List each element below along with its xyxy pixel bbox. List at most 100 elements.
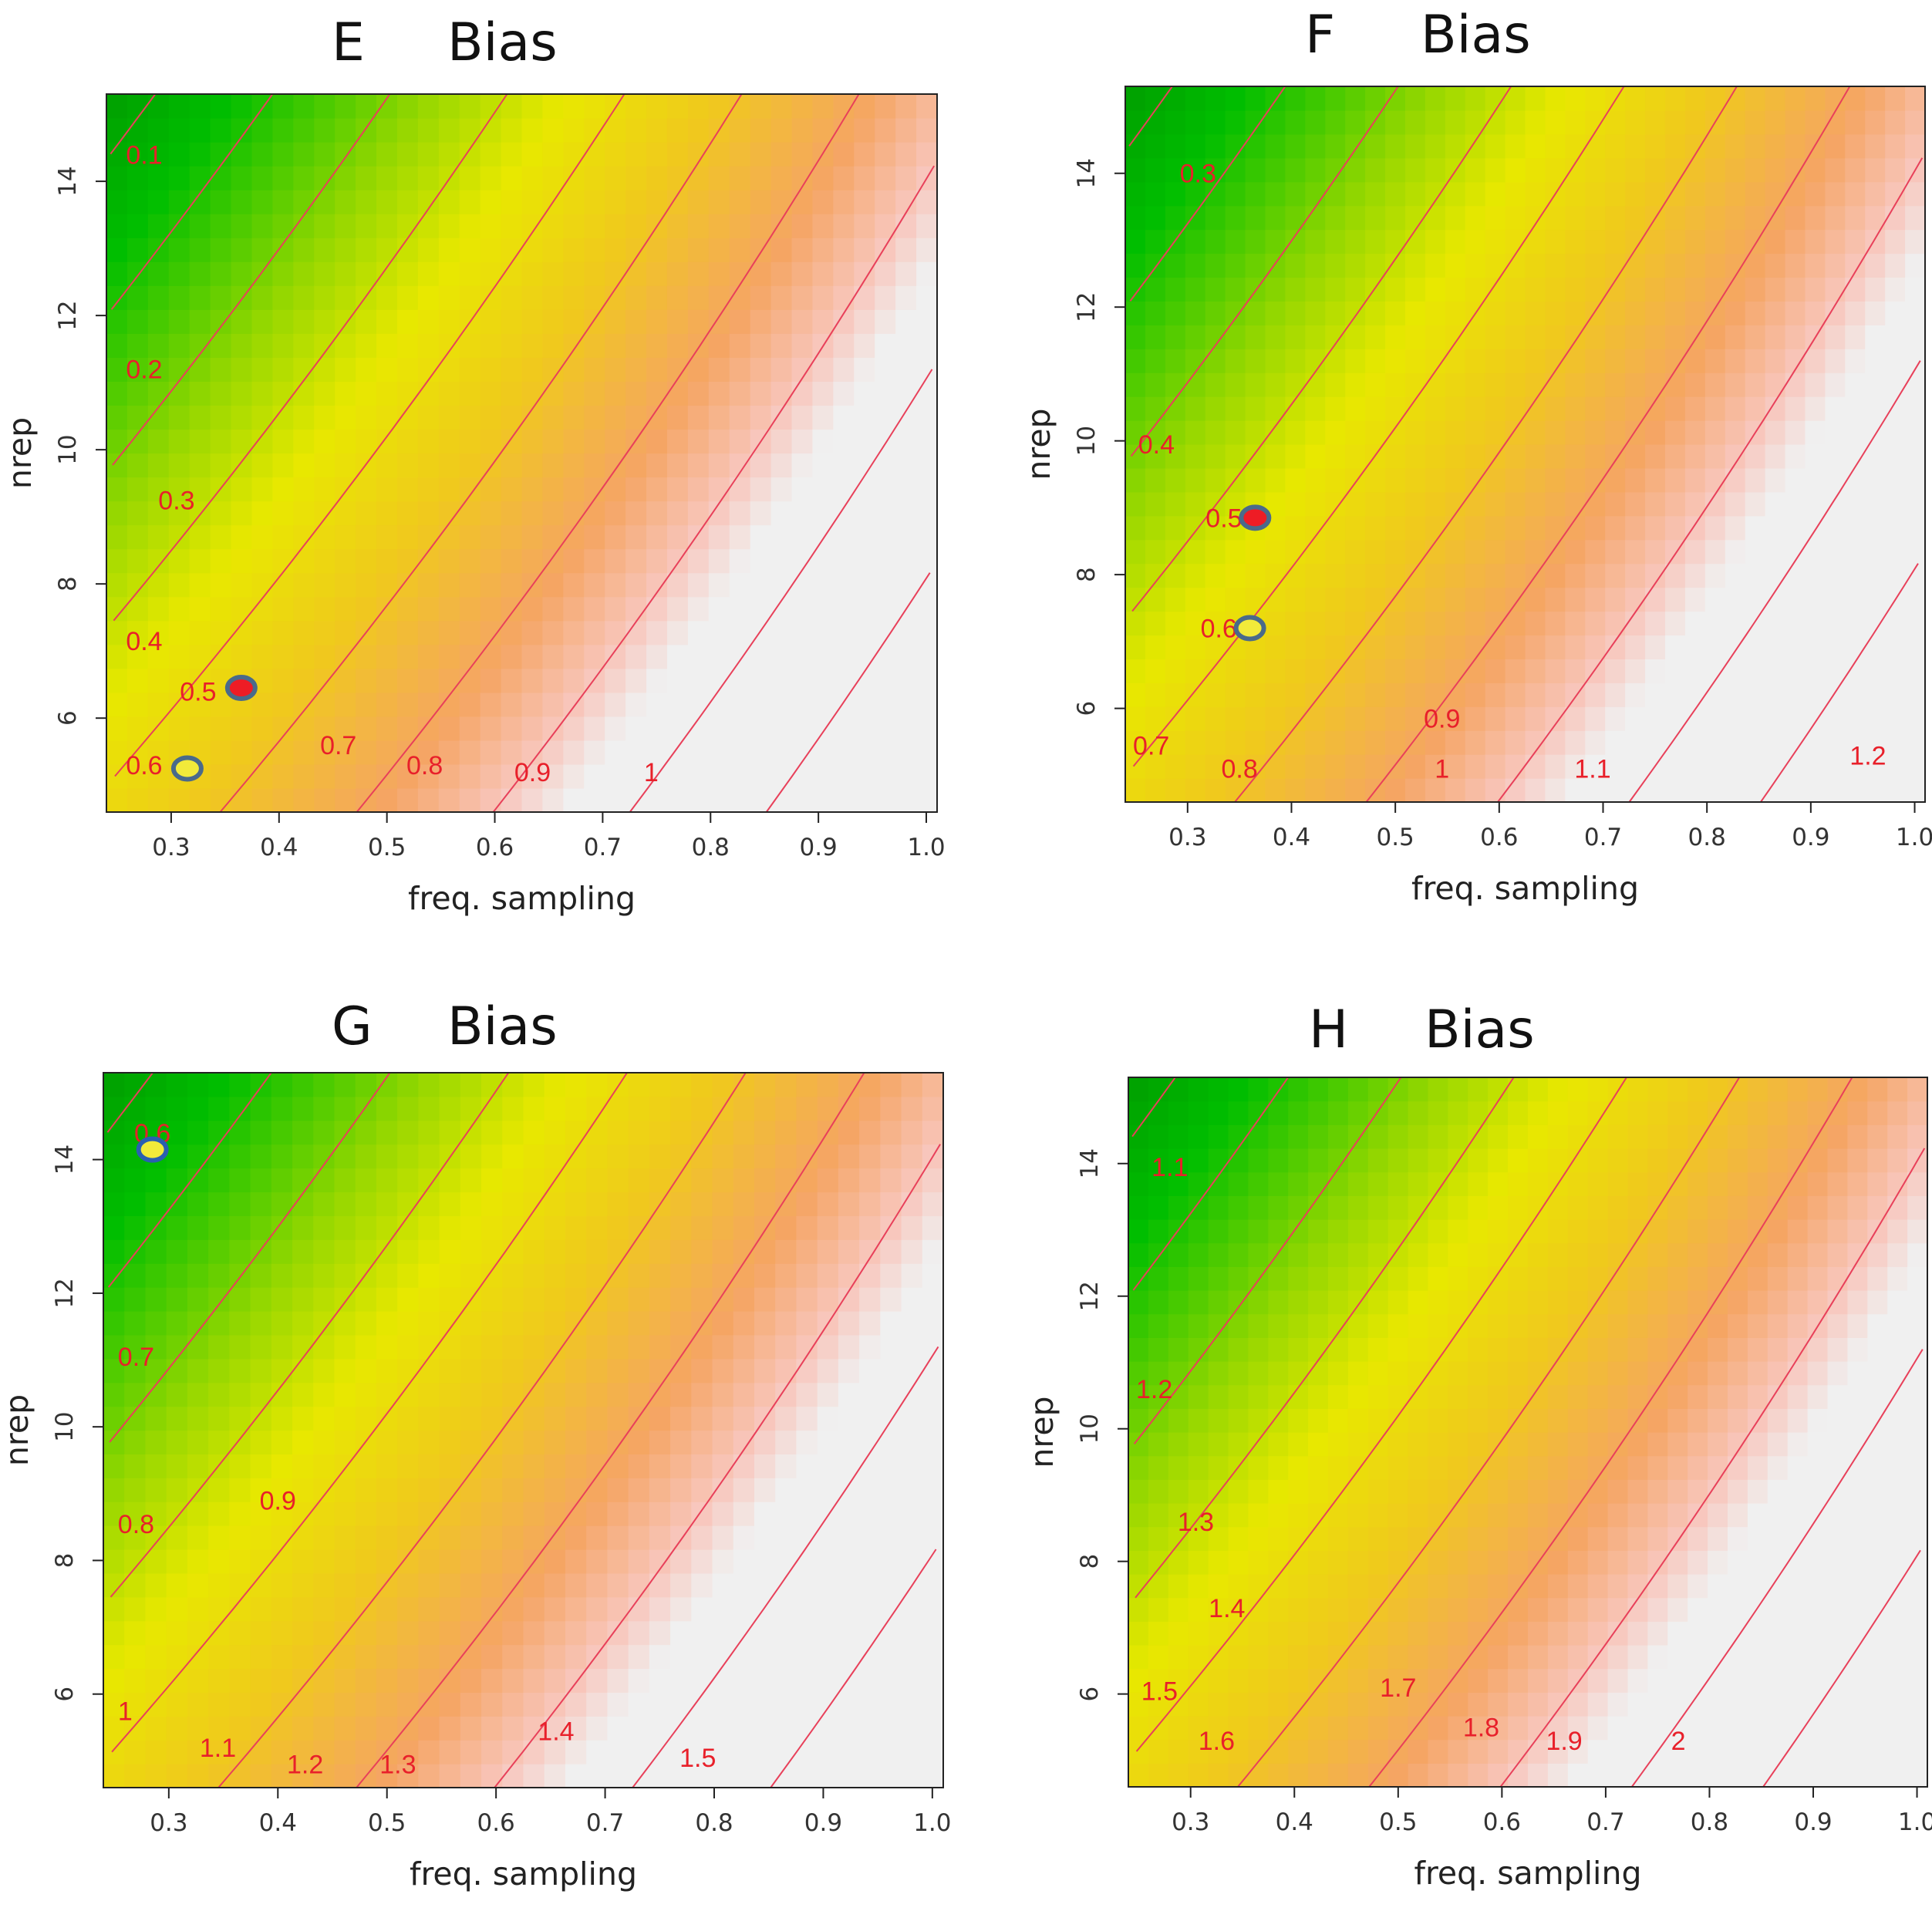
heatmap-cell	[708, 190, 730, 214]
heatmap-cell	[1425, 110, 1446, 135]
heatmap-cell	[791, 94, 814, 119]
heatmap-cell	[480, 668, 502, 693]
heatmap-cell	[838, 1239, 860, 1264]
heatmap-cell	[1585, 420, 1606, 445]
heatmap-cell	[417, 501, 440, 526]
heatmap-cell	[168, 429, 191, 454]
heatmap-cell	[1365, 325, 1386, 349]
heatmap-cell	[670, 1478, 692, 1502]
heatmap-cell	[1385, 229, 1406, 254]
heatmap-cell	[833, 572, 855, 598]
heatmap-cell	[542, 166, 564, 190]
heatmap-cell	[1305, 301, 1326, 325]
heatmap-cell	[649, 1525, 671, 1550]
heatmap-cell	[1265, 611, 1286, 636]
markers	[1233, 504, 1272, 642]
heatmap-cell	[1865, 157, 1886, 183]
heatmap-cell	[1148, 1290, 1169, 1315]
heatmap-cell	[521, 285, 544, 310]
heatmap-cell	[1188, 1503, 1209, 1528]
heatmap-cell	[1645, 253, 1666, 278]
heatmap-cell	[1728, 1313, 1748, 1338]
heatmap-cell	[376, 787, 398, 813]
heatmap-cell	[1425, 491, 1446, 517]
heatmap-cell	[791, 214, 814, 238]
heatmap-cell	[1867, 1692, 1888, 1717]
heatmap-cell	[1268, 1668, 1289, 1693]
heatmap-cell	[1528, 1171, 1549, 1196]
heatmap-cell	[1128, 1242, 1149, 1267]
heatmap-cell	[1385, 277, 1406, 302]
heatmap-cell	[708, 716, 730, 741]
heatmap-cell	[1684, 396, 1706, 421]
heatmap-cell	[733, 1073, 755, 1097]
heatmap-cell	[189, 453, 211, 478]
heatmap-cell	[292, 1358, 314, 1384]
heatmap-cell	[1125, 563, 1146, 588]
heatmap-cell	[880, 1454, 902, 1478]
heatmap-cell	[356, 309, 377, 334]
heatmap-cell	[1887, 1266, 1908, 1291]
heatmap-cell	[1745, 635, 1766, 659]
heatmap-cell	[584, 692, 605, 717]
heatmap-cell	[1308, 1574, 1329, 1599]
heatmap-cell	[418, 1358, 440, 1384]
heatmap-cell	[1285, 372, 1306, 397]
heatmap-cell	[168, 190, 191, 214]
heatmap-cell	[1404, 754, 1426, 779]
heatmap-cell	[875, 309, 896, 334]
heatmap-cell	[1607, 1195, 1629, 1220]
heatmap-cell	[438, 190, 460, 214]
heatmap-cell	[1428, 1432, 1448, 1457]
heatmap-cell	[1445, 467, 1466, 493]
heatmap-cell	[1865, 467, 1886, 493]
heatmap-cell	[1308, 1124, 1329, 1149]
heatmap-cell	[1208, 1290, 1229, 1315]
heatmap-cell	[1907, 1526, 1928, 1551]
heatmap-cell	[1747, 1171, 1768, 1196]
heatmap-cell	[605, 787, 626, 813]
heatmap-cell	[1545, 444, 1566, 469]
heatmap-cell	[1787, 1100, 1809, 1125]
contour-line	[1497, 157, 1924, 803]
heatmap-cell	[1807, 1242, 1829, 1267]
heatmap-cell	[687, 453, 710, 478]
heatmap-cell	[791, 644, 814, 669]
x-tick-label: 0.6	[476, 834, 514, 861]
heatmap-cell	[1825, 635, 1846, 659]
heatmap-cell	[646, 190, 668, 214]
heatmap-cell	[1128, 1290, 1149, 1315]
heatmap-cell	[586, 1478, 609, 1502]
heatmap-cell	[1208, 1432, 1229, 1457]
heatmap-cell	[480, 190, 502, 214]
heatmap-cell	[397, 1406, 419, 1431]
heatmap-cell	[817, 1430, 839, 1454]
heatmap-cell	[1485, 659, 1506, 683]
heatmap-cell	[817, 1358, 839, 1384]
heatmap-cell	[1508, 1597, 1529, 1622]
heatmap-cell	[1188, 1645, 1209, 1670]
heatmap-cell	[859, 1239, 881, 1264]
heatmap-cell	[1708, 1597, 1728, 1622]
heatmap-cell	[691, 1764, 713, 1788]
heatmap-cell	[250, 1358, 272, 1384]
heatmap-cell	[1825, 420, 1846, 445]
heatmap-cell	[145, 1358, 167, 1384]
heatmap-cell	[1627, 1124, 1648, 1149]
heatmap-cell	[166, 1740, 188, 1764]
heatmap-cell	[838, 1572, 860, 1598]
heatmap-cell	[1148, 1621, 1169, 1646]
heatmap-cell	[396, 142, 419, 167]
heatmap-cell	[649, 1596, 671, 1622]
heatmap-cell	[1185, 253, 1206, 278]
heatmap-cell	[1145, 611, 1166, 636]
heatmap-cell	[1645, 181, 1666, 207]
heatmap-cell	[106, 740, 128, 765]
heatmap-cell	[417, 429, 440, 454]
heatmap-cell	[1545, 611, 1566, 636]
heatmap-cell	[1545, 515, 1566, 541]
heatmap-cell	[838, 1215, 860, 1240]
heatmap-cell	[1545, 301, 1566, 325]
heatmap-cell	[708, 333, 730, 358]
heatmap-cell	[817, 1596, 839, 1622]
